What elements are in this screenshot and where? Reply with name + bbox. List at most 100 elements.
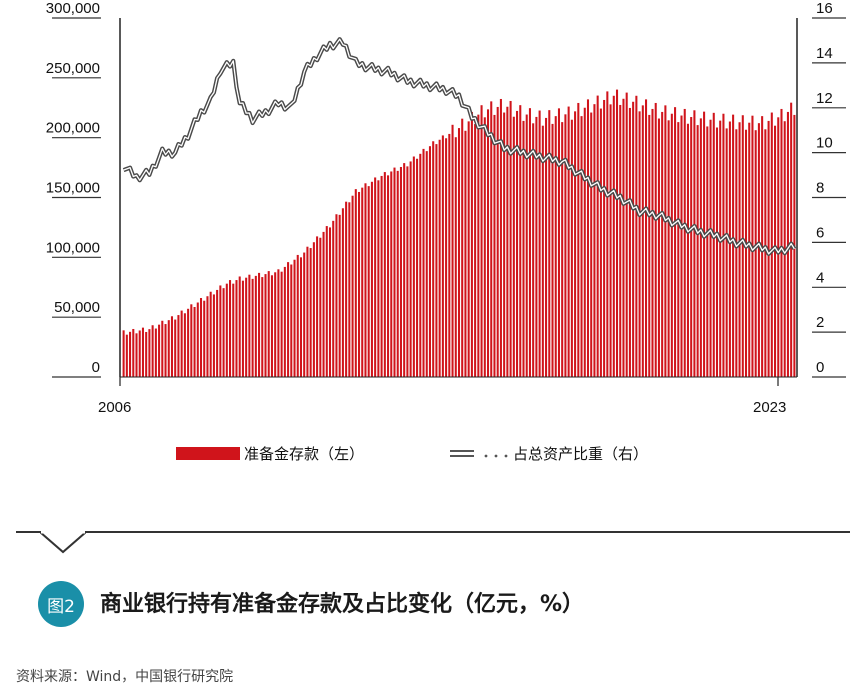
bar <box>264 274 267 377</box>
bar <box>512 116 515 377</box>
bar <box>151 325 154 377</box>
bar <box>654 102 657 378</box>
bar <box>280 271 283 377</box>
bar <box>625 92 628 377</box>
bar <box>277 269 280 377</box>
bar <box>145 331 148 377</box>
bar <box>744 129 748 377</box>
bar <box>438 139 441 377</box>
bar <box>322 231 325 377</box>
bar <box>393 167 396 377</box>
bar <box>709 119 712 377</box>
bar <box>316 236 319 377</box>
bar <box>548 110 551 377</box>
bar <box>612 95 615 377</box>
bar <box>712 112 715 377</box>
bar <box>219 285 222 377</box>
bar <box>554 116 557 377</box>
bar <box>757 123 760 377</box>
bar <box>641 105 644 378</box>
bar <box>667 120 670 377</box>
bar <box>332 220 335 377</box>
bar <box>309 248 312 377</box>
bar <box>596 95 599 377</box>
bar <box>299 257 303 377</box>
bar <box>551 123 554 377</box>
bar <box>183 313 186 377</box>
bar <box>412 156 415 377</box>
bar <box>319 237 322 377</box>
bar <box>251 278 254 377</box>
bar <box>245 277 248 377</box>
bar <box>586 99 590 378</box>
legend: 准备金存款（左） 占总资产比重（右） <box>176 445 648 463</box>
left-axis-ticks: 0 50,000 100,000 150,000 200,000 250,000 300,0… <box>46 0 101 378</box>
left-tick-label: 50,000 <box>54 299 100 316</box>
bar <box>425 151 428 377</box>
bar <box>193 307 196 377</box>
bar <box>464 130 467 377</box>
bar <box>409 161 412 377</box>
right-tick-label: 6 <box>816 224 824 241</box>
bar <box>358 191 361 377</box>
bar <box>525 114 528 377</box>
right-tick-label: 10 <box>816 135 833 152</box>
bar <box>374 177 377 377</box>
bar <box>422 148 425 377</box>
bar <box>174 319 177 377</box>
bar <box>735 129 738 377</box>
bar <box>370 181 373 377</box>
bar <box>567 106 570 378</box>
divider-notch <box>40 531 86 554</box>
bar <box>715 127 719 377</box>
bar <box>367 186 370 377</box>
legend-line-dot <box>504 454 508 458</box>
bar <box>338 214 341 377</box>
bar <box>209 291 212 377</box>
line-series <box>122 37 797 256</box>
bar <box>261 277 264 377</box>
right-tick-label: 0 <box>816 359 824 376</box>
bar <box>129 331 132 377</box>
bar <box>661 111 664 377</box>
section-divider <box>16 531 850 533</box>
bar <box>216 289 219 377</box>
bar <box>764 129 767 377</box>
bar <box>293 259 296 377</box>
left-tick-label: 100,000 <box>46 239 100 256</box>
bar <box>480 105 483 378</box>
left-tick-label: 300,000 <box>46 0 100 17</box>
legend-line-dot <box>494 454 498 458</box>
bar <box>380 175 383 377</box>
chart: 0 50,000 100,000 150,000 200,000 250,000 300,0… <box>46 0 846 463</box>
legend-bar-label: 准备金存款（左） <box>244 445 364 463</box>
bar <box>528 108 531 378</box>
bar <box>351 195 354 377</box>
bar <box>483 117 486 377</box>
bar <box>161 320 164 377</box>
bar <box>387 175 390 377</box>
bar <box>348 202 351 377</box>
bar <box>728 121 731 377</box>
bar <box>225 283 228 377</box>
right-tick-label: 8 <box>816 180 824 197</box>
left-tick-label: 150,000 <box>46 180 100 197</box>
bar <box>154 328 157 377</box>
bar <box>754 130 757 377</box>
bar <box>706 126 709 377</box>
bar <box>470 111 473 377</box>
bar <box>564 114 567 377</box>
bar <box>416 158 419 377</box>
bar <box>664 105 667 378</box>
bar <box>493 114 496 378</box>
bar <box>122 330 125 377</box>
bar <box>229 280 232 377</box>
x-tick-end: 2023 <box>753 399 786 416</box>
bar <box>690 117 693 378</box>
figure-number-badge: 图2 <box>38 581 84 627</box>
bar <box>519 105 522 377</box>
bar <box>786 111 789 377</box>
bar <box>686 123 689 377</box>
bar <box>206 296 209 377</box>
bar <box>722 113 725 377</box>
